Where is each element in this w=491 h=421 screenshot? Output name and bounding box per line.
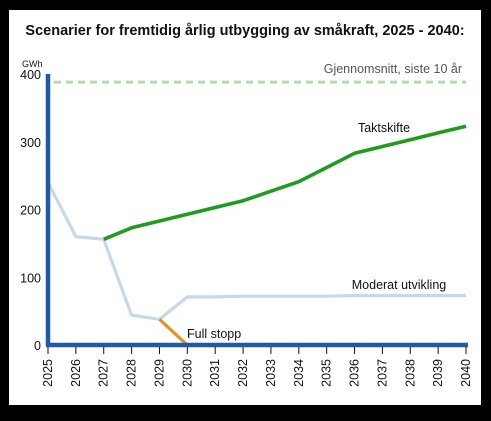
x-tick-label-2026: 2026 xyxy=(69,359,83,387)
series-label-full-stopp: Full stopp xyxy=(187,327,241,341)
x-tick-label-2034: 2034 xyxy=(292,359,306,387)
y-tick-label-0: 0 xyxy=(34,339,41,353)
y-tick-label-200: 200 xyxy=(20,204,41,218)
series-label-taktskifte: Taktskifte xyxy=(358,121,410,135)
series-line-moderat-utvikling xyxy=(46,181,466,321)
x-tick-label-2040: 2040 xyxy=(459,359,473,387)
reference-line-label: Gjennomsnitt, siste 10 år xyxy=(324,62,462,76)
x-tick-label-2032: 2032 xyxy=(236,359,250,387)
y-tick-label-400: 400 xyxy=(20,68,41,82)
x-tick-label-2031: 2031 xyxy=(208,359,222,387)
x-tick-label-2036: 2036 xyxy=(348,359,362,387)
x-tick-label-2033: 2033 xyxy=(264,359,278,387)
chart-title: Scenarier for fremtidig årlig utbygging … xyxy=(25,23,464,39)
series-line-full-stopp xyxy=(158,318,189,347)
x-tick-label-2039: 2039 xyxy=(431,359,445,387)
x-tick-label-2028: 2028 xyxy=(125,359,139,387)
x-tick-label-2025: 2025 xyxy=(41,359,55,387)
y-tick-label-100: 100 xyxy=(20,271,41,285)
x-tick-label-2030: 2030 xyxy=(180,359,194,387)
series-label-moderat-utvikling: Moderat utvikling xyxy=(352,278,447,292)
x-tick-label-2027: 2027 xyxy=(97,359,111,387)
x-tick-label-2035: 2035 xyxy=(320,359,334,387)
x-tick-label-2037: 2037 xyxy=(375,359,389,387)
x-tick-label-2029: 2029 xyxy=(152,359,166,387)
series-line-taktskifte xyxy=(103,124,467,241)
y-tick-label-300: 300 xyxy=(20,136,41,150)
x-tick-label-2038: 2038 xyxy=(403,359,417,387)
y-axis-unit: GWh xyxy=(22,59,43,69)
